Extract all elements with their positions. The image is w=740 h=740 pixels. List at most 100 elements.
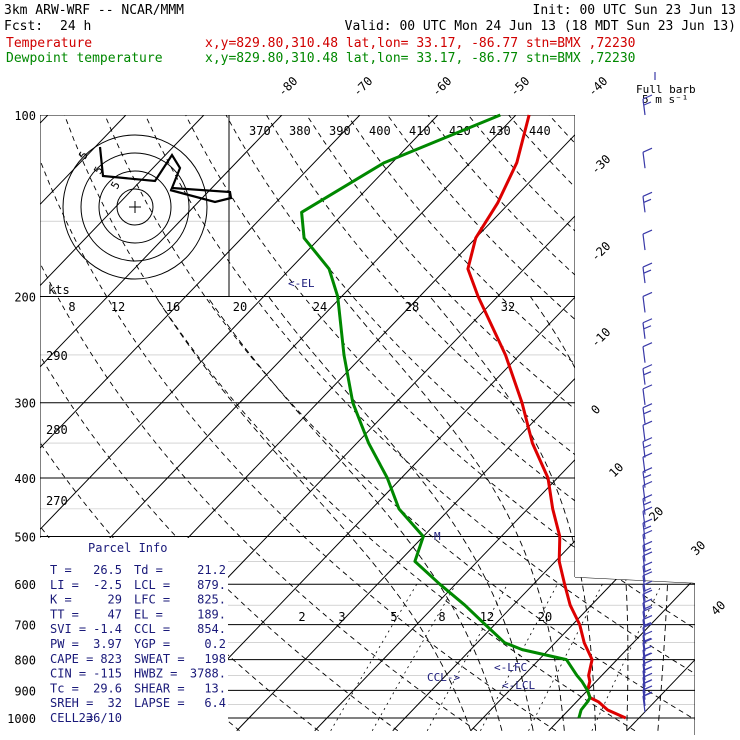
isotherm-label: 20 <box>646 504 666 524</box>
isotherm-label: -40 <box>585 74 610 99</box>
parcel-value: 6.4 <box>204 696 226 710</box>
parcel-value: 47 <box>108 607 122 621</box>
wind-barb-flag <box>643 444 652 449</box>
wind-barb-flag <box>642 652 653 658</box>
dry-adiabat <box>346 115 695 732</box>
isotherm-label: -20 <box>588 239 613 264</box>
isotherm <box>392 115 695 732</box>
wind-barb <box>642 196 646 213</box>
parcel-key: LCL = <box>134 578 170 592</box>
parcel-value: 198 <box>204 652 226 666</box>
wind-barb-flag <box>643 637 652 642</box>
mixing-ratio-line <box>330 583 418 731</box>
wind-barb-flag <box>642 467 653 473</box>
moist-adiabat <box>268 296 534 731</box>
isotherm-label: -80 <box>275 74 300 99</box>
hodo-speed-label: 32 <box>501 300 515 314</box>
pressure-label: 400 <box>14 472 36 486</box>
parcel-info-box: Parcel Info T = 26.5 Td = 21.2 LI = -2.5 LCL = 8… <box>40 538 228 736</box>
dewpoint-legend: Dewpoint temperature <box>6 51 163 66</box>
theta-label: 370 <box>249 124 271 138</box>
parcel-key: K = <box>50 593 72 607</box>
wind-barb <box>642 296 646 313</box>
wind-barb-flag <box>643 605 652 610</box>
wind-barb <box>642 425 646 442</box>
wind-barb-flag <box>643 325 652 330</box>
wind-barb-flag <box>642 606 653 612</box>
mixing-ratio-line <box>591 584 663 731</box>
dry-adiabat <box>185 115 695 732</box>
dry-adiabat <box>64 115 636 732</box>
wind-barb-flag <box>642 630 653 636</box>
hodo-speed-label: 24 <box>313 300 327 314</box>
isotherm <box>40 115 218 732</box>
temperature-location-info: x,y=829.80,310.48 lat,lon= 33.17, -86.77… <box>205 36 635 51</box>
pressure-label: 100 <box>14 109 36 123</box>
wind-barb-flag <box>642 645 653 651</box>
isotherm-label: -60 <box>429 74 454 99</box>
wind-barb-flag <box>642 551 653 557</box>
wind-barb-flag <box>642 672 653 678</box>
wind-barb-flag <box>642 518 653 524</box>
wind-barb <box>642 152 646 169</box>
parcel-title: Parcel Info <box>88 541 167 555</box>
parcel-key: Tc = <box>50 681 79 695</box>
dry-adiabat <box>40 115 478 732</box>
wind-barb <box>642 267 646 284</box>
theta-label: 400 <box>369 124 391 138</box>
wind-barb <box>642 98 646 116</box>
wind-barb <box>642 234 646 251</box>
el-marker: <-EL <box>288 277 315 290</box>
isotherm <box>158 115 695 732</box>
wind-barb <box>642 498 646 515</box>
wind-barb <box>642 534 646 551</box>
moist-adiabat <box>155 296 472 731</box>
wind-barb-flag <box>642 540 653 546</box>
wind-barb-flag <box>643 622 652 627</box>
parcel-value: 29.6 <box>93 681 122 695</box>
wind-key-unit: 5 m s⁻¹ <box>642 93 688 106</box>
wind-barb <box>642 683 646 700</box>
wind-barb-flag <box>642 691 653 697</box>
wind-barb-flag <box>642 480 653 487</box>
parcel-key: PW = <box>50 637 79 651</box>
wind-barb-flag <box>642 571 653 577</box>
dry-adiabat <box>225 115 695 732</box>
wind-barb <box>642 545 646 562</box>
wind-barb-flag <box>642 685 653 691</box>
wind-barb-flag <box>643 371 652 376</box>
parcel-value: 823 <box>100 652 122 666</box>
isotherm <box>40 115 452 732</box>
wind-barb-flag <box>642 589 653 595</box>
parcel-value: 825. <box>197 593 226 607</box>
pressure-label: 700 <box>14 619 36 633</box>
wind-barb-flag <box>642 384 653 390</box>
mixing-ratio-line <box>371 583 457 731</box>
wind-barb-flag <box>642 262 653 268</box>
parcel-key: T = <box>50 563 72 577</box>
lfc-marker: <-LFC <box>494 661 527 674</box>
dry-adiabat <box>306 115 695 732</box>
wind-barb-flag <box>642 318 653 324</box>
wind-barb <box>642 663 646 681</box>
model-title: 3km ARW-WRF -- NCAR/MMM <box>4 3 184 18</box>
wind-barb-flag <box>642 494 653 500</box>
wind-barb-flag <box>642 529 653 536</box>
wind-barb-flag <box>643 269 652 274</box>
theta-label: 430 <box>489 124 511 138</box>
isotherm-label: 40 <box>708 598 728 618</box>
frame-step <box>574 576 695 584</box>
wind-barb-flag <box>642 364 653 370</box>
isotherm-label: 30 <box>688 538 708 558</box>
pressure-label: 800 <box>14 654 36 668</box>
theta-label: 440 <box>529 124 551 138</box>
moist-adiabat <box>341 296 565 731</box>
wind-barb <box>642 322 646 339</box>
wind-barb-flag <box>642 561 653 567</box>
pressure-label: 1000 <box>7 712 36 726</box>
parcel-value: 21.2 <box>197 563 226 577</box>
wind-barb <box>642 407 646 424</box>
parcel-value: 29 <box>108 593 122 607</box>
wind-barb-flag <box>643 474 652 479</box>
